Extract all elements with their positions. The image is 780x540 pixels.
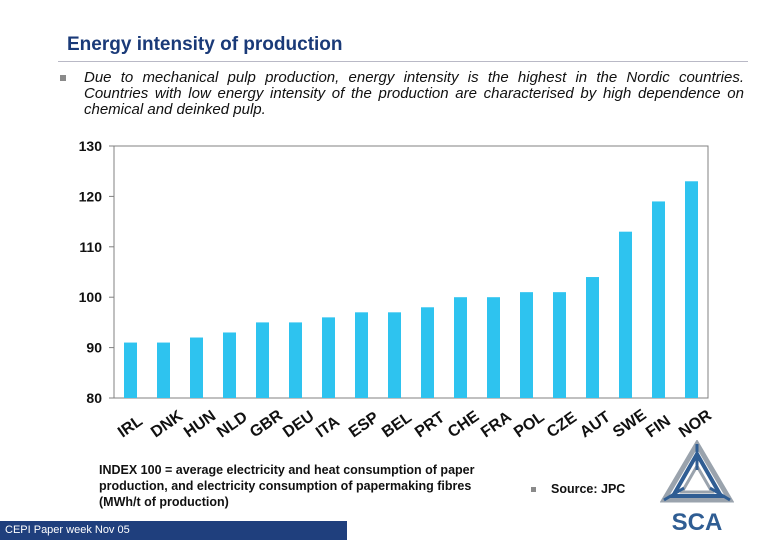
- y-tick-label: 80: [86, 390, 102, 406]
- bar-ita: [322, 317, 335, 398]
- bar-gbr: [256, 322, 269, 398]
- x-tick-label: DNK: [148, 407, 187, 441]
- x-tick-label: ESP: [346, 409, 382, 441]
- footer-text: CEPI Paper week Nov 05: [5, 524, 130, 536]
- y-tick-label: 90: [86, 340, 102, 356]
- y-tick-label: 120: [79, 188, 103, 204]
- x-tick-label: NLD: [214, 408, 251, 441]
- bar-nor: [685, 181, 698, 398]
- title-divider: [58, 61, 748, 62]
- x-tick-label: DEU: [280, 408, 317, 441]
- bar-fin: [652, 201, 665, 398]
- bar-fra: [487, 297, 500, 398]
- x-tick-label: AUT: [577, 408, 614, 441]
- x-tick-label: NOR: [676, 407, 715, 442]
- x-tick-label: SWE: [610, 406, 650, 441]
- bar-hun: [190, 337, 203, 398]
- x-tick-label: ITA: [313, 413, 343, 441]
- x-tick-label: FRA: [478, 408, 515, 441]
- x-tick-label: GBR: [247, 407, 286, 442]
- x-tick-label: PRT: [412, 409, 448, 441]
- x-tick-label: CZE: [544, 409, 580, 441]
- sca-logo-mark: [660, 440, 734, 503]
- bar-aut: [586, 277, 599, 398]
- slide-title: Energy intensity of production: [67, 34, 343, 55]
- source-label: Source: JPC: [551, 482, 626, 496]
- bullet-icon: [60, 75, 66, 81]
- bar-irl: [124, 342, 137, 398]
- bar-esp: [355, 312, 368, 398]
- x-tick-label: HUN: [181, 407, 219, 441]
- bar-dnk: [157, 342, 170, 398]
- sca-logo-text: SCA: [672, 509, 723, 536]
- bar-deu: [289, 322, 302, 398]
- x-tick-label: BEL: [379, 409, 415, 441]
- bar-cze: [553, 292, 566, 398]
- bar-prt: [421, 307, 434, 398]
- bar-pol: [520, 292, 533, 398]
- y-tick-label: 130: [79, 138, 103, 154]
- sca-logo: SCA: [660, 440, 734, 536]
- x-tick-label: CHE: [445, 408, 483, 441]
- bar-swe: [619, 231, 632, 398]
- y-tick-label: 110: [79, 239, 102, 255]
- y-tick-label: 100: [79, 289, 103, 305]
- bullet-text: Due to mechanical pulp production, energ…: [84, 69, 744, 118]
- x-tick-label: IRL: [115, 412, 146, 441]
- bar-nld: [223, 332, 236, 398]
- plot-area: [113, 145, 709, 399]
- index-note: INDEX 100 = average electricity and heat…: [99, 463, 475, 509]
- x-tick-label: POL: [511, 408, 548, 441]
- bar-che: [454, 297, 467, 398]
- bar-bel: [388, 312, 401, 398]
- source-bullet-icon: [531, 487, 536, 492]
- x-tick-label: FIN: [643, 413, 674, 442]
- footer-bar: CEPI Paper week Nov 05: [0, 521, 347, 540]
